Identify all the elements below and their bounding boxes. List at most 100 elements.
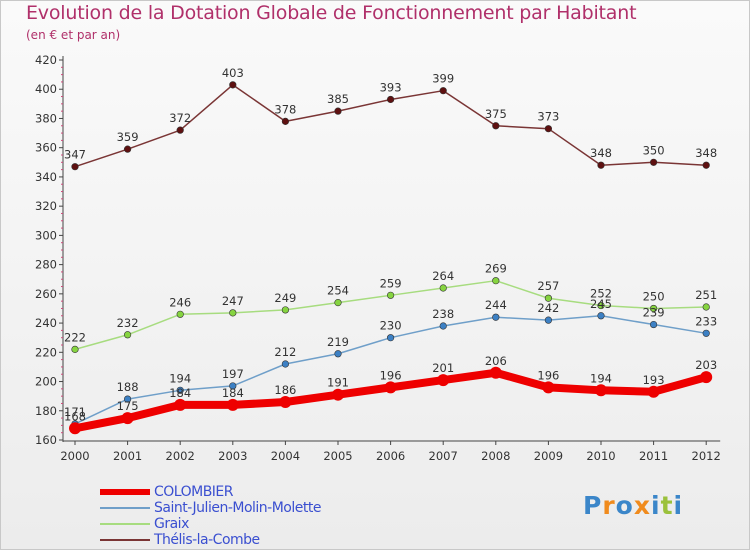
data-point — [492, 313, 500, 321]
data-label: 259 — [380, 276, 402, 290]
data-label: 239 — [643, 306, 665, 320]
data-label: 230 — [380, 319, 402, 333]
data-label: 233 — [695, 314, 717, 328]
data-point — [69, 422, 81, 435]
data-label: 232 — [117, 316, 139, 330]
data-label: 350 — [643, 143, 665, 157]
data-label: 184 — [169, 386, 191, 400]
legend-label: COLOMBIER — [154, 484, 234, 500]
data-point — [226, 398, 239, 411]
data-point — [71, 345, 79, 353]
data-label: 385 — [327, 92, 349, 106]
logo-letter: P — [583, 491, 603, 520]
data-label: 403 — [222, 66, 244, 80]
data-label: 196 — [537, 368, 559, 382]
legend-label: Saint-Julien-Molin-Molette — [154, 500, 321, 516]
data-label: 244 — [485, 298, 507, 312]
data-point — [174, 398, 187, 411]
chart-title: Evolution de la Dotation Globale de Fonc… — [26, 2, 637, 24]
x-tick-label: 2012 — [692, 449, 721, 463]
data-point — [702, 329, 710, 337]
data-point — [176, 386, 184, 394]
data-label: 193 — [643, 373, 665, 387]
data-label: 372 — [169, 111, 191, 125]
y-tick-label: 300 — [35, 228, 57, 242]
data-label: 238 — [432, 307, 454, 321]
data-point — [702, 161, 710, 169]
legend-swatch — [100, 539, 150, 541]
y-tick-label: 200 — [35, 375, 57, 389]
data-point — [437, 374, 450, 387]
y-tick-label: 160 — [35, 433, 57, 447]
logo-letter: x — [633, 491, 651, 520]
data-point — [123, 331, 132, 339]
data-point — [229, 382, 237, 390]
data-point — [334, 350, 342, 358]
data-point — [229, 81, 237, 89]
chart-data-labels: 168 175 184 184 186 191 196 201 206 196 194 193 203 1… — [64, 66, 717, 423]
y-tick-label: 260 — [35, 287, 57, 301]
data-point — [595, 384, 607, 397]
data-label: 222 — [64, 330, 86, 344]
data-label: 186 — [274, 383, 296, 397]
x-tick-label: 2005 — [323, 449, 352, 463]
data-label: 393 — [380, 80, 402, 94]
data-point — [649, 320, 658, 329]
x-tick-label: 2006 — [376, 449, 405, 463]
data-point — [281, 306, 290, 314]
data-label: 254 — [327, 284, 349, 298]
data-point — [384, 381, 397, 394]
data-label: 242 — [537, 301, 559, 315]
data-point — [492, 122, 500, 130]
x-tick-label: 2011 — [639, 449, 668, 463]
data-point — [439, 284, 447, 292]
data-point — [121, 412, 134, 425]
data-label: 194 — [590, 371, 612, 385]
logo-letter: i — [673, 491, 684, 520]
legend-swatch — [100, 523, 150, 525]
data-point — [492, 277, 500, 285]
data-label: 399 — [432, 72, 454, 86]
data-point — [281, 117, 290, 125]
legend-label: Graix — [154, 516, 189, 532]
data-label: 188 — [117, 380, 139, 394]
data-point — [439, 87, 447, 95]
data-point — [281, 360, 290, 368]
y-tick-label: 220 — [35, 345, 57, 359]
logo-letter: t — [660, 491, 674, 520]
data-label: 206 — [485, 354, 507, 368]
data-label: 247 — [222, 294, 244, 308]
x-tick-label: 2000 — [60, 449, 89, 463]
data-label: 348 — [590, 146, 612, 160]
data-point — [700, 371, 713, 384]
data-point — [542, 381, 555, 394]
data-label: 212 — [274, 345, 296, 359]
data-label: 359 — [117, 130, 139, 144]
data-label: 264 — [432, 269, 454, 283]
data-label: 194 — [169, 371, 191, 385]
x-tick-label: 2003 — [218, 449, 247, 463]
data-label: 251 — [695, 288, 717, 302]
data-point — [176, 126, 184, 134]
chart-subtitle: (en € et par an) — [26, 28, 121, 42]
legend-swatch — [100, 507, 150, 509]
data-point — [649, 158, 658, 166]
data-label: 201 — [432, 361, 454, 375]
x-tick-label: 2008 — [481, 449, 510, 463]
logo-letter: r — [602, 491, 616, 520]
data-point — [387, 291, 395, 299]
data-label: 175 — [117, 399, 139, 413]
data-point — [123, 395, 132, 403]
data-point — [279, 396, 292, 408]
y-tick-label: 240 — [35, 316, 57, 330]
data-label: 197 — [222, 367, 244, 381]
data-label: 168 — [64, 409, 86, 423]
logo-letter: i — [651, 491, 661, 520]
y-tick-label: 340 — [35, 170, 57, 184]
proxiti-logo: Proxiti — [583, 491, 683, 520]
data-point — [334, 107, 342, 115]
data-label: 184 — [222, 386, 244, 400]
x-tick-label: 2001 — [113, 449, 142, 463]
y-tick-label: 360 — [35, 141, 57, 155]
data-label: 249 — [274, 291, 296, 305]
